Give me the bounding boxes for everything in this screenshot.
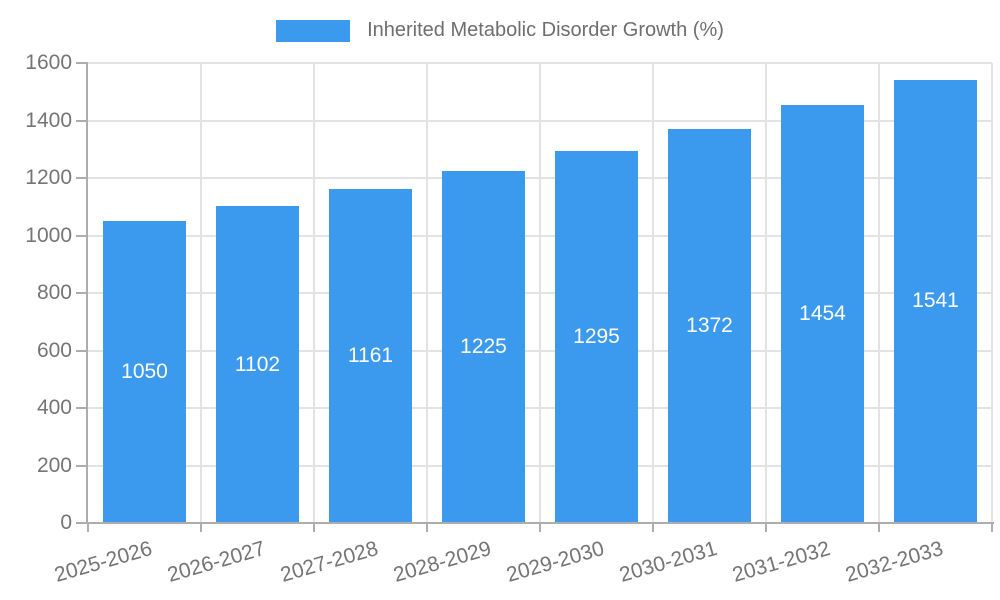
x-axis-tick — [87, 524, 89, 532]
x-axis-category-label: 2032-2033 — [842, 537, 946, 587]
x-axis-tick — [991, 524, 993, 532]
y-axis-tick — [76, 177, 87, 179]
legend-item[interactable]: Inherited Metabolic Disorder Growth (%) — [276, 19, 724, 42]
y-axis-tick — [76, 234, 87, 237]
bar-value-label: 1102 — [234, 352, 281, 376]
y-axis-tick-label: 0 — [60, 511, 72, 534]
bar[interactable]: 1102 — [216, 206, 299, 523]
x-axis-category-label: 2030-2031 — [616, 537, 720, 587]
x-axis-category-label: 2026-2027 — [164, 537, 268, 587]
bar-value-label: 1541 — [912, 289, 959, 313]
v-gridline — [765, 63, 767, 523]
bar[interactable]: 1161 — [329, 189, 412, 523]
y-axis-tick — [76, 349, 87, 352]
chart-legend: Inherited Metabolic Disorder Growth (%) — [0, 19, 1000, 42]
y-axis-line — [86, 62, 88, 524]
plot-area: 1050 1102 1161 1225 1295 1372 1454 1541 — [88, 62, 993, 523]
x-axis-tick — [200, 524, 202, 532]
x-axis-line — [86, 522, 994, 524]
bar[interactable]: 1225 — [442, 170, 525, 523]
x-axis-tick — [539, 524, 541, 532]
x-axis-tick — [313, 524, 315, 532]
bar-value-label: 1050 — [121, 360, 168, 384]
v-gridline — [539, 63, 541, 523]
x-axis-category-label: 2028-2029 — [390, 537, 494, 587]
y-axis-tick-label: 400 — [36, 396, 72, 419]
x-axis-category-label: 2027-2028 — [277, 537, 381, 587]
y-axis-tick — [76, 407, 87, 409]
x-axis-category-label: 2031-2032 — [729, 537, 833, 587]
y-axis-tick — [76, 522, 87, 524]
bar[interactable]: 1372 — [668, 128, 751, 523]
bar[interactable]: 1541 — [894, 79, 977, 523]
y-axis-tick-label: 200 — [36, 453, 72, 477]
y-axis-tick-label: 1000 — [25, 223, 72, 247]
y-axis-tick — [76, 464, 87, 467]
bar-value-label: 1372 — [686, 313, 733, 337]
legend-label: Inherited Metabolic Disorder Growth (%) — [367, 19, 724, 41]
bar[interactable]: 1050 — [103, 221, 186, 523]
y-axis-tick-label: 600 — [36, 338, 72, 362]
y-axis-tick-label: 1200 — [25, 166, 72, 189]
x-axis-tick — [878, 524, 880, 532]
v-gridline — [313, 63, 315, 523]
y-axis-tick-label: 1600 — [25, 51, 72, 74]
v-gridline — [200, 63, 202, 523]
v-gridline — [426, 63, 428, 523]
y-axis-tick — [76, 119, 87, 122]
bar[interactable]: 1295 — [555, 150, 638, 523]
x-axis-tick — [765, 524, 767, 532]
v-gridline — [652, 63, 654, 523]
bar-value-label: 1454 — [799, 301, 846, 325]
v-gridline — [991, 63, 993, 523]
legend-swatch-icon — [276, 19, 351, 42]
y-axis-tick-label: 800 — [36, 281, 72, 304]
y-axis-tick — [76, 62, 87, 64]
bar[interactable]: 1454 — [781, 104, 864, 523]
y-axis-tick — [76, 292, 87, 294]
v-gridline — [878, 63, 880, 523]
x-axis-category-label: 2025-2026 — [51, 537, 155, 587]
bar-value-label: 1225 — [460, 334, 507, 358]
x-axis-tick — [426, 524, 428, 532]
bar-value-label: 1161 — [347, 344, 394, 368]
bar-value-label: 1295 — [573, 324, 620, 348]
x-axis-tick — [652, 524, 654, 532]
x-axis-category-label: 2029-2030 — [503, 537, 607, 587]
y-axis-tick-label: 1400 — [25, 108, 72, 132]
